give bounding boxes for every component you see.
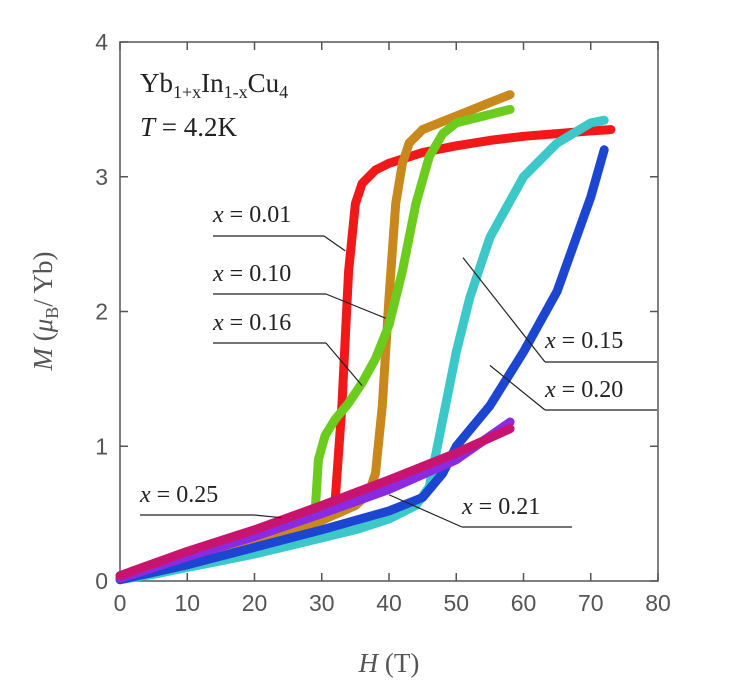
data-series-layer	[115, 90, 616, 585]
series-line-025	[115, 424, 515, 581]
annotation-leader	[325, 342, 363, 387]
annotation-leader	[489, 364, 546, 411]
x-tick-label: 50	[443, 590, 469, 616]
x-tick-label: 0	[114, 590, 127, 616]
annotation-010: x = 0.10	[212, 261, 386, 319]
annotation-leader	[253, 514, 282, 519]
x-tick-label: 10	[174, 590, 200, 616]
y-axis-ticks: 0 1 2 3 4	[95, 29, 658, 594]
annotation-025: x = 0.25	[139, 482, 282, 519]
x-tick-label: 30	[309, 590, 335, 616]
annotation-label: x = 0.10	[212, 261, 291, 287]
annotation-leader	[325, 293, 386, 319]
temperature-label: T = 4.2K	[140, 112, 238, 142]
annotation-leader	[388, 494, 463, 528]
annotation-015: x = 0.15	[462, 257, 657, 363]
x-axis-ticks: 0 10 20 30 40 50 60 70 80	[114, 42, 671, 616]
y-tick-label: 0	[95, 568, 108, 594]
series-line-021	[115, 417, 515, 583]
annotation-label: x = 0.25	[139, 482, 218, 508]
y-axis-title: M (μB/ Yb)	[28, 251, 62, 371]
annotation-001: x = 0.01	[212, 202, 346, 252]
series-line-016	[310, 104, 515, 519]
annotation-label: x = 0.20	[544, 377, 623, 403]
series-line-020	[115, 145, 609, 585]
annotation-label: x = 0.15	[544, 328, 623, 354]
sample-formula: Yb1+xIn1-xCu4	[140, 68, 288, 102]
annotation-leader	[323, 235, 346, 252]
annotation-leader	[462, 257, 546, 363]
x-tick-label: 40	[376, 590, 402, 616]
annotation-label: x = 0.01	[212, 202, 291, 228]
annotation-016: x = 0.16	[212, 310, 363, 387]
y-tick-label: 3	[95, 164, 108, 190]
annotation-label: x = 0.21	[461, 494, 540, 520]
series-line-015	[115, 115, 609, 585]
y-tick-label: 2	[95, 299, 108, 325]
annotation-layer: x = 0.01 x = 0.10 x = 0.16 x = 0.15 x = 0.20…	[139, 202, 657, 528]
x-axis-title: H (T)	[358, 648, 420, 678]
y-tick-label: 4	[95, 29, 108, 55]
x-tick-label: 70	[578, 590, 604, 616]
annotation-label: x = 0.16	[212, 310, 291, 336]
y-tick-label: 1	[95, 433, 108, 459]
x-tick-label: 20	[242, 590, 268, 616]
annotation-020: x = 0.20	[489, 364, 657, 411]
x-tick-label: 60	[511, 590, 537, 616]
x-tick-label: 80	[645, 590, 671, 616]
annotation-021: x = 0.21	[388, 494, 572, 528]
